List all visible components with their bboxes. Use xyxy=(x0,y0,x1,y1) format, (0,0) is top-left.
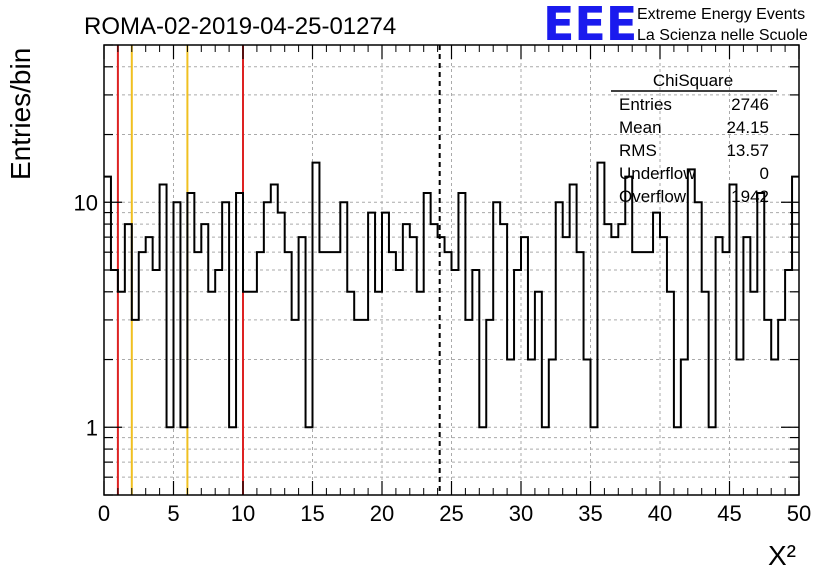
x-axis-label: X² xyxy=(768,540,796,571)
axis-ticks xyxy=(103,44,800,496)
stats-value: 24.15 xyxy=(726,118,769,137)
logo-mark: EEE xyxy=(543,0,637,51)
x-tick-label: 20 xyxy=(370,501,394,526)
stats-label: Overflow xyxy=(619,187,687,206)
histogram-series xyxy=(104,161,799,429)
x-tick-label: 5 xyxy=(167,501,179,526)
stats-label: RMS xyxy=(619,141,657,160)
logo-line-2: La Scienza nelle Scuole xyxy=(637,27,808,44)
stats-value: 0 xyxy=(760,164,769,183)
x-tick-label: 0 xyxy=(98,501,110,526)
stats-label: Mean xyxy=(619,118,662,137)
x-tick-label: 40 xyxy=(648,501,672,526)
x-tick-label: 15 xyxy=(300,501,324,526)
x-tick-label: 35 xyxy=(578,501,602,526)
x-tick-label: 10 xyxy=(231,501,255,526)
stats-title: ChiSquare xyxy=(653,71,733,90)
stats-rows: Entries 2746 Mean 24.15 RMS 13.57 Underflow 0 Ov… xyxy=(619,95,769,206)
x-tick-label: 25 xyxy=(439,501,463,526)
y-tick-label: 1 xyxy=(86,415,98,440)
x-tick-label: 30 xyxy=(509,501,533,526)
logo-line-1: Extreme Energy Events xyxy=(637,6,805,23)
tick-labels: 0 5 10 15 20 25 30 35 40 45 50 1 10 xyxy=(74,190,812,526)
eee-logo: EEE Extreme Energy Events La Scienza nel… xyxy=(543,0,808,51)
y-tick-label: 10 xyxy=(74,190,98,215)
x-tick-label: 50 xyxy=(787,501,811,526)
stats-value: 13.57 xyxy=(726,141,769,160)
stats-label: Underflow xyxy=(619,164,696,183)
stats-box: ChiSquare Entries 2746 Mean 24.15 RMS 13.57 Un… xyxy=(611,71,777,206)
stats-label: Entries xyxy=(619,95,672,114)
chart-title: ROMA-02-2019-04-25-01274 xyxy=(84,13,396,40)
stats-value: 2746 xyxy=(731,95,769,114)
x-tick-label: 45 xyxy=(717,501,741,526)
y-axis-label: Entries/bin xyxy=(5,48,36,180)
stats-value: 1942 xyxy=(731,187,769,206)
